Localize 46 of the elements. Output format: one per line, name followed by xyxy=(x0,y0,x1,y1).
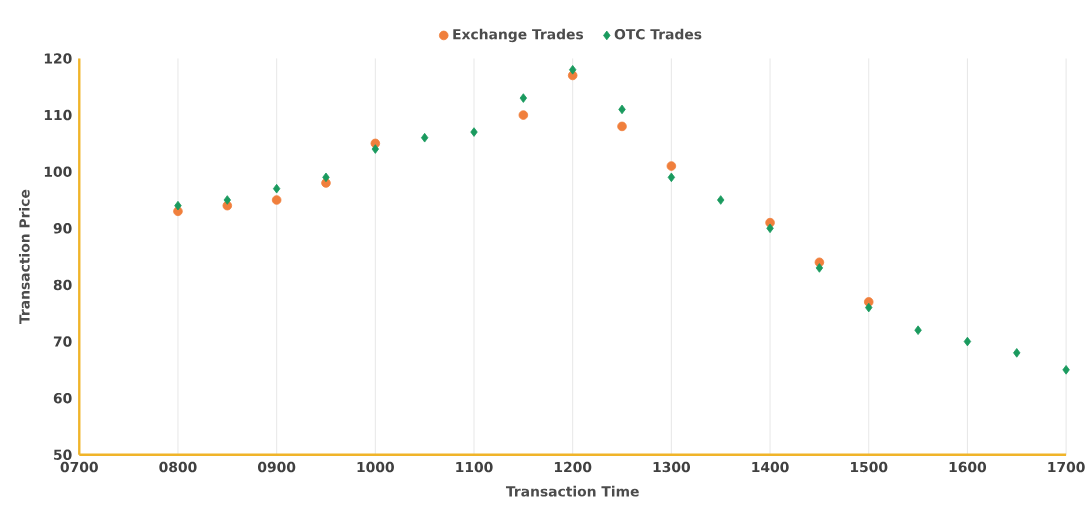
point xyxy=(1013,348,1021,358)
point xyxy=(766,223,774,233)
y-tick-label: 60 xyxy=(53,392,72,404)
point xyxy=(815,263,824,273)
point xyxy=(618,104,626,115)
x-tick-label: 0800 xyxy=(159,461,197,473)
point xyxy=(371,144,379,154)
x-tick-label: 0900 xyxy=(257,461,296,473)
point xyxy=(322,172,330,183)
point xyxy=(174,200,182,211)
y-tick-label: 70 xyxy=(53,336,72,347)
point xyxy=(470,127,478,137)
y-tick-label: 110 xyxy=(44,109,72,121)
point xyxy=(963,336,972,347)
point xyxy=(272,183,281,194)
point xyxy=(617,121,627,132)
y-tick-label: 50 xyxy=(54,449,72,460)
x-tick-label: 1300 xyxy=(653,461,691,473)
y-tick-label: 90 xyxy=(53,222,72,234)
point xyxy=(666,161,677,171)
point xyxy=(223,195,231,205)
point xyxy=(518,110,529,120)
point xyxy=(1062,365,1070,375)
x-tick-label: 1200 xyxy=(554,461,592,473)
point xyxy=(717,195,725,205)
point xyxy=(667,172,676,183)
point xyxy=(271,195,282,205)
y-tick-label: 80 xyxy=(53,279,72,291)
x-tick-label: 1000 xyxy=(357,461,394,473)
point xyxy=(421,132,429,143)
y-tick-label: 100 xyxy=(44,166,72,177)
x-axis-title: Transaction Time xyxy=(505,485,639,497)
point xyxy=(519,93,528,103)
x-tick-label: 1700 xyxy=(1048,461,1085,473)
x-tick-label: 1400 xyxy=(752,461,789,473)
x-tick-label: 1500 xyxy=(850,461,888,473)
x-tick-label: 0700 xyxy=(60,461,98,473)
x-tick-label: 1600 xyxy=(949,461,987,473)
point xyxy=(569,64,577,75)
legend-label: Exchange Trades xyxy=(453,28,584,43)
point xyxy=(865,302,873,313)
point xyxy=(914,325,922,335)
legend-label: OTC Trades xyxy=(614,28,702,40)
x-tick-label: 1100 xyxy=(456,461,493,473)
y-tick-label: 120 xyxy=(44,53,72,64)
y-axis-title: Transaction Price xyxy=(18,189,30,324)
